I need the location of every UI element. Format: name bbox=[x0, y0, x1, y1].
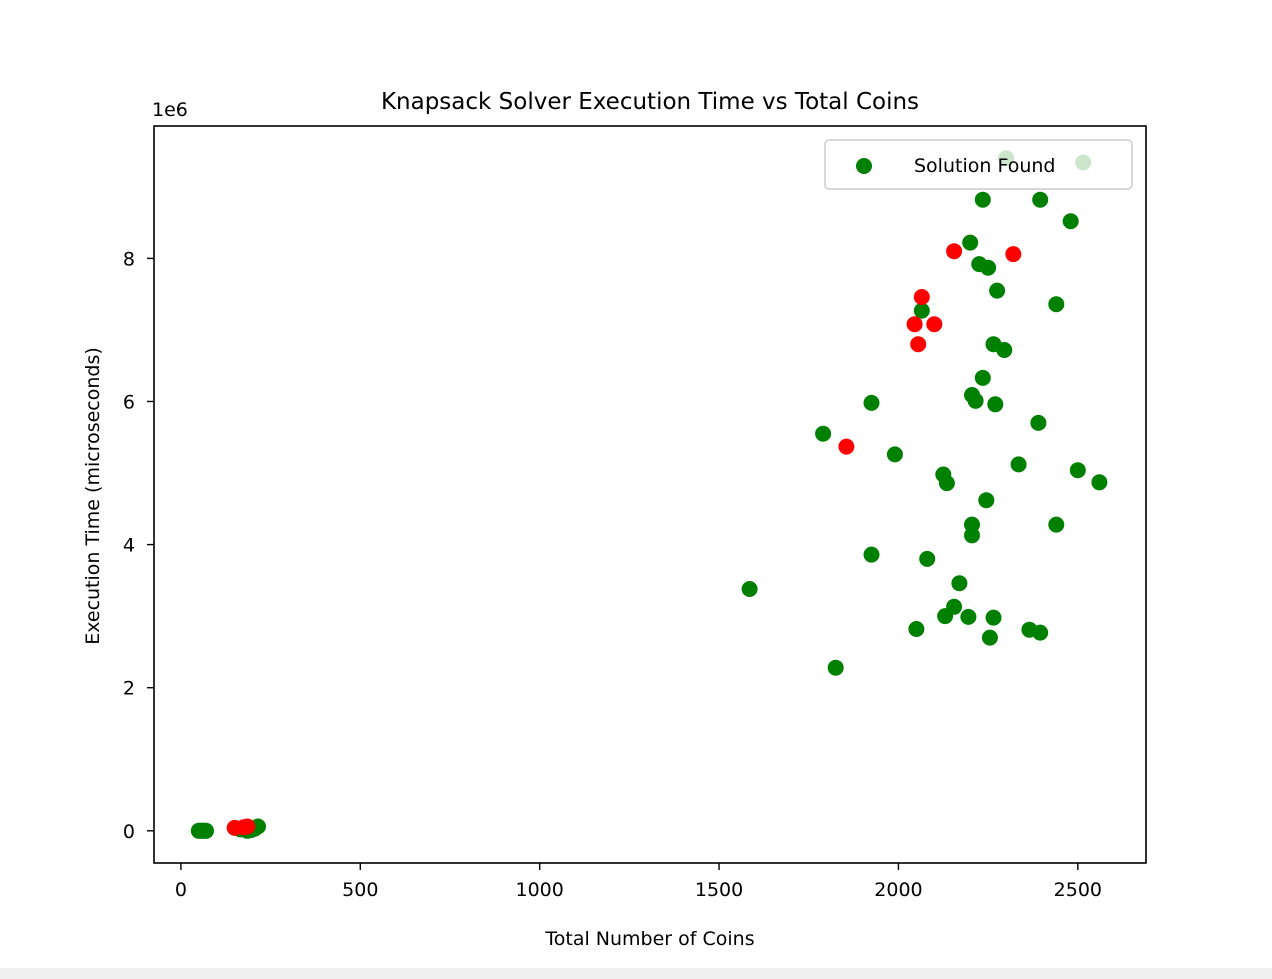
point-solution-found-18 bbox=[913, 302, 930, 319]
point-solution-found-32 bbox=[974, 369, 991, 386]
point-no-solution-2 bbox=[239, 818, 256, 835]
point-solution-found-23 bbox=[946, 598, 963, 615]
legend-label-solution-found: Solution Found bbox=[914, 155, 1055, 177]
x-tick-label-0: 0 bbox=[175, 879, 187, 901]
x-tick-label-4: 2000 bbox=[874, 879, 922, 901]
point-no-solution-6 bbox=[913, 289, 930, 305]
x-tick-label-3: 1500 bbox=[695, 879, 743, 901]
point-solution-found-4 bbox=[198, 822, 214, 839]
point-solution-found-25 bbox=[960, 608, 977, 625]
point-solution-found-22 bbox=[938, 475, 955, 492]
point-solution-found-17 bbox=[908, 621, 925, 637]
point-solution-found-33 bbox=[974, 191, 991, 208]
x-tick-label-5: 2500 bbox=[1054, 879, 1102, 901]
point-no-solution-3 bbox=[838, 438, 855, 455]
point-solution-found-45 bbox=[1030, 414, 1047, 431]
y-tick-label-1: 2 bbox=[123, 678, 135, 700]
y-axis-ticks: 0 2 4 6 8 bbox=[123, 248, 154, 843]
point-solution-found-14 bbox=[863, 394, 880, 411]
chart-legend: Solution Found bbox=[824, 139, 1133, 190]
point-solution-found-11 bbox=[741, 581, 758, 597]
y-axis-offset-label: 1e6 bbox=[152, 99, 188, 121]
legend-marker-solution-found bbox=[856, 158, 872, 174]
y-tick-label-4: 8 bbox=[123, 248, 135, 270]
point-solution-found-43 bbox=[1010, 456, 1027, 473]
point-no-solution-9 bbox=[1005, 246, 1022, 263]
point-no-solution-4 bbox=[906, 316, 923, 333]
chart-title: Knapsack Solver Execution Time vs Total … bbox=[381, 89, 919, 115]
point-solution-found-29 bbox=[964, 527, 980, 544]
x-axis-label: Total Number of Coins bbox=[544, 928, 754, 950]
point-solution-found-36 bbox=[981, 629, 998, 646]
point-no-solution-8 bbox=[946, 243, 963, 260]
x-axis-ticks: 0 500 1000 1500 2000 2500 bbox=[175, 863, 1102, 901]
point-solution-found-53 bbox=[1091, 474, 1108, 491]
point-solution-found-41 bbox=[996, 342, 1013, 358]
point-solution-found-46 bbox=[1032, 191, 1049, 208]
point-no-solution-5 bbox=[910, 336, 927, 353]
window-bottom-strip bbox=[0, 968, 1272, 979]
y-axis-label: Execution Time (microseconds) bbox=[82, 347, 104, 645]
point-solution-found-12 bbox=[815, 425, 832, 442]
point-solution-found-40 bbox=[989, 282, 1006, 299]
point-solution-found-19 bbox=[919, 550, 936, 567]
point-solution-found-15 bbox=[863, 546, 880, 563]
axes-frame bbox=[153, 125, 1147, 864]
point-solution-found-47 bbox=[1032, 624, 1049, 641]
y-tick-label-3: 6 bbox=[123, 391, 135, 413]
point-solution-found-26 bbox=[962, 234, 979, 251]
point-solution-found-16 bbox=[886, 446, 903, 463]
point-solution-found-39 bbox=[987, 396, 1004, 413]
x-tick-label-2: 1000 bbox=[515, 879, 563, 901]
point-solution-found-35 bbox=[980, 259, 997, 276]
y-tick-label-0: 0 bbox=[123, 821, 135, 843]
legend-box bbox=[824, 139, 1133, 190]
point-solution-found-34 bbox=[978, 492, 995, 509]
y-tick-label-2: 4 bbox=[123, 535, 135, 557]
x-tick-label-1: 500 bbox=[342, 879, 378, 901]
point-no-solution-7 bbox=[926, 316, 943, 333]
point-solution-found-30 bbox=[967, 392, 984, 409]
point-solution-found-48 bbox=[1048, 296, 1065, 313]
point-solution-found-49 bbox=[1048, 516, 1065, 533]
point-solution-found-13 bbox=[827, 659, 844, 676]
point-solution-found-38 bbox=[985, 609, 1002, 626]
point-solution-found-50 bbox=[1062, 213, 1079, 230]
point-solution-found-24 bbox=[951, 575, 968, 592]
point-solution-found-51 bbox=[1069, 462, 1086, 479]
